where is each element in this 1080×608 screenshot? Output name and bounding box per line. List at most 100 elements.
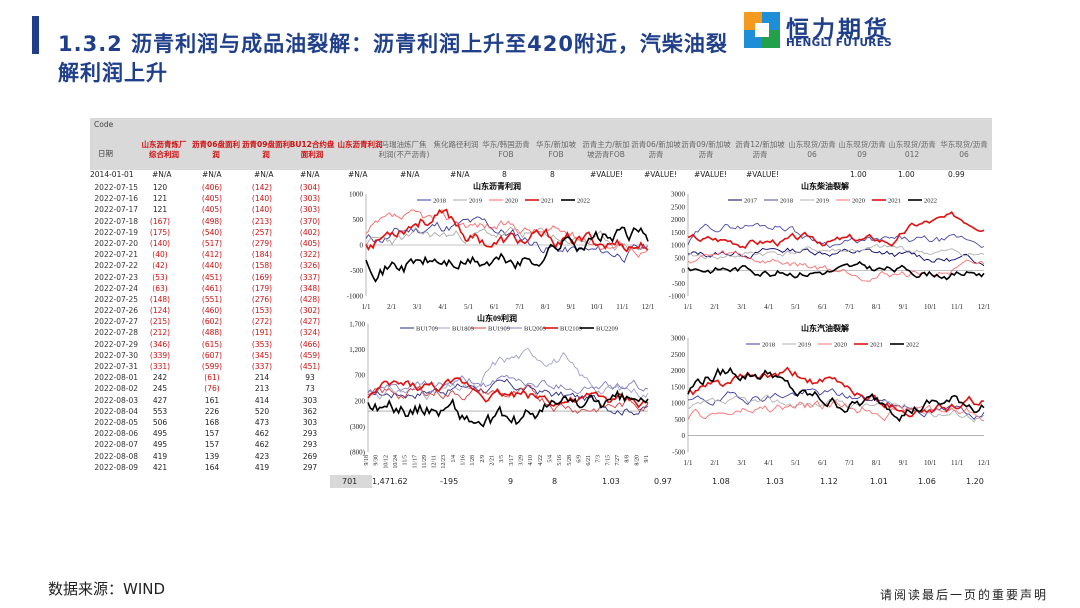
x-tick-label: 10/1: [591, 303, 604, 311]
x-tick-label: 9/1: [644, 455, 650, 463]
table-cell: (345): [251, 350, 273, 360]
table-cell: (331): [149, 362, 171, 371]
chart-title: 山东沥青利润: [473, 181, 521, 191]
y-tick-label: -500: [350, 267, 363, 275]
chart-diesel-crack: 山东柴油裂解 3000 2500 2000 1500 1000 500 0 -500 -1000 1…: [658, 180, 992, 312]
table-cell: (257): [251, 227, 273, 237]
row-date: 2022-08-03: [94, 395, 138, 405]
table-cell: (140): [251, 194, 273, 204]
summary-cell: 1.20: [966, 477, 984, 486]
chart-gasoline-crack: 山东汽油裂解 3000 2500 2000 1500 1000 500 0 -500 1/1 2/1…: [658, 322, 992, 468]
x-tick-label: 8/1: [872, 303, 881, 311]
y-tick-label: 700: [355, 372, 366, 380]
row-date: 2022-07-15: [94, 183, 138, 192]
table-cell: 553: [152, 406, 168, 416]
column-header: 沥青06盘面利润: [192, 140, 240, 159]
row-date: 2022-07-19: [94, 227, 138, 237]
x-tick-label: 10/12: [383, 455, 389, 469]
highlight-cell: [330, 475, 372, 488]
x-tick-label: 7/1: [515, 303, 524, 311]
x-tick-label: 7/1: [845, 459, 854, 467]
table-cell: (370): [299, 216, 321, 226]
chart-asphalt-profit: 山东沥青利润 1000 500 0 -500 -1000 1/1 2/1 3/1 4/1 5/1 6/…: [338, 180, 656, 312]
table-cell: (540): [201, 227, 223, 237]
code-label: Code: [94, 120, 114, 129]
chart-09-profit: 山东09利润 1,700 1,200 700 200 (300) (800) 9/18 9/30…: [338, 312, 656, 480]
table-cell: 161: [204, 395, 220, 405]
table-cell: (405): [201, 194, 223, 204]
table-cell: (184): [251, 250, 273, 260]
x-tick-label: 4/1: [764, 303, 773, 311]
summary-cell: 1.12: [820, 477, 838, 486]
table-cell: (461): [201, 283, 223, 293]
y-tick-label: (800): [350, 449, 366, 457]
column-header: 华东现货/沥青06: [940, 140, 988, 159]
init-cell: #N/A: [152, 170, 172, 179]
table-cell: (61): [204, 373, 220, 383]
init-cell: 1.00: [898, 170, 915, 179]
row-date: 2022-07-21: [94, 250, 138, 260]
table-cell: 506: [152, 417, 168, 427]
x-tick-label: 1/16: [461, 455, 467, 466]
x-tick-label: 6/1: [490, 303, 499, 311]
summary-cell: 1.08: [712, 477, 730, 486]
table-cell: (517): [201, 238, 223, 248]
series-line: [367, 377, 649, 409]
x-tick-label: 4/1: [438, 303, 447, 311]
x-tick-label: 2/9: [480, 455, 486, 463]
table-cell: (303): [299, 194, 321, 204]
x-tick-label: 1/1: [362, 303, 371, 311]
table-cell: (167): [149, 216, 171, 226]
table-cell: 157: [204, 429, 220, 439]
table-cell: 121: [152, 194, 168, 204]
summary-cell: 0.97: [654, 477, 672, 486]
row-date: 2022-07-17: [94, 205, 138, 215]
table-cell: (615): [201, 339, 223, 349]
column-header: 沥青09/新加坡沥青: [681, 140, 731, 159]
y-tick-label: 3000: [671, 191, 686, 199]
legend-label: 2021: [870, 342, 883, 349]
table-cell: (460): [201, 306, 223, 316]
x-tick-label: 7/3: [596, 455, 602, 463]
series-line: [367, 389, 649, 428]
x-tick-label: 6/9: [576, 455, 582, 463]
row-date: 2022-07-28: [94, 328, 138, 338]
x-tick-label: 11/29: [422, 455, 428, 468]
y-tick-label: 0: [682, 432, 686, 440]
table-cell: (602): [201, 317, 223, 327]
series-line: [365, 226, 649, 283]
chart-title: 山东汽油裂解: [801, 323, 849, 333]
x-tick-label: 12/23: [441, 455, 447, 469]
table-cell: 427: [152, 395, 168, 405]
x-tick-label: 9/30: [374, 455, 380, 466]
row-date: 2022-08-02: [94, 384, 138, 394]
table-cell: 139: [204, 451, 220, 461]
x-tick-label: 9/1: [899, 303, 908, 311]
x-tick-label: 3/17: [509, 455, 515, 466]
page-title: 1.3.2 沥青利润与成品油裂解：沥青利润上升至420附近，汽柴油裂解利润上升: [58, 32, 728, 85]
column-header: 沥青12/新加坡沥青: [735, 140, 785, 159]
table-cell: (402): [299, 227, 321, 237]
table-cell: 419: [254, 462, 270, 472]
x-tick-label: 3/29: [518, 455, 524, 466]
table-cell: (142): [251, 183, 273, 192]
table-cell: (53): [152, 272, 168, 282]
legend-label: BU2009: [524, 326, 546, 333]
row-date: 2022-07-23: [94, 272, 138, 282]
init-cell: #N/A: [400, 170, 420, 179]
x-tick-label: 10/24: [393, 455, 399, 469]
table-cell: 245: [152, 384, 168, 394]
x-tick-label: 4/22: [538, 455, 544, 466]
table-cell: 213: [254, 384, 270, 394]
y-tick-label: 0: [682, 267, 686, 275]
x-tick-label: 4/10: [528, 455, 534, 466]
table-cell: (353): [251, 339, 273, 349]
series-line: [365, 209, 649, 258]
table-cell: (158): [251, 261, 273, 271]
y-tick-label: 1500: [671, 229, 686, 237]
table-cell: 73: [305, 384, 315, 394]
table-cell: (140): [251, 205, 273, 215]
company-logo: 恒力期货 HENGLI FUTURES: [744, 12, 904, 52]
column-header: 沥青主力/新加坡沥青FOB: [582, 140, 630, 159]
x-tick-label: 9/1: [567, 303, 576, 311]
